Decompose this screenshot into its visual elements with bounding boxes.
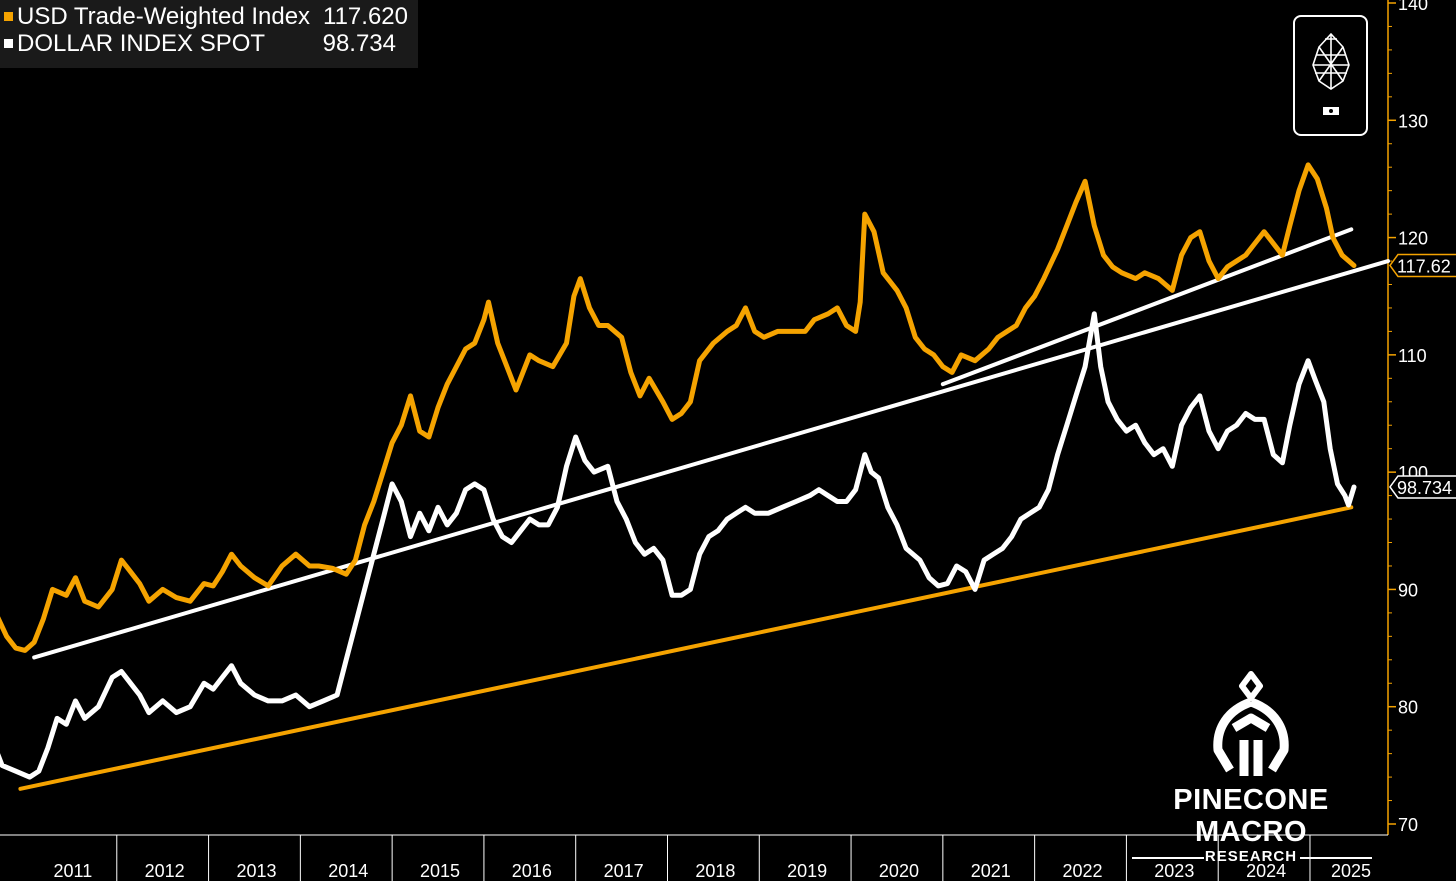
legend-label-usd-trade-weighted: USD Trade-Weighted Index: [17, 3, 311, 30]
legend-entry-usd-trade-weighted: USD Trade-Weighted Index 117.620: [0, 3, 408, 30]
x-tick-label-2014: 2014: [328, 861, 368, 881]
legend-swatch-dollar-index-spot: [4, 39, 13, 48]
series-line-dollar-index-spot: [0, 311, 1357, 780]
trend-line-2: [940, 227, 1354, 387]
legend-swatch-usd-trade-weighted: [4, 12, 13, 21]
legend-entry-dollar-index-spot: DOLLAR INDEX SPOT 98.734: [0, 30, 396, 57]
legend-value-usd-trade-weighted: 117.620: [323, 3, 408, 30]
trend-line-1: [32, 259, 1390, 660]
brand-name: PINECONE MACRO: [1173, 784, 1329, 848]
x-tick-label-2023: 2023: [1154, 861, 1194, 881]
x-tick-label-2017: 2017: [604, 861, 644, 881]
x-tick-label-2022: 2022: [1062, 861, 1102, 881]
x-tick-label-2012: 2012: [145, 861, 185, 881]
x-tick-label-2011: 2011: [54, 861, 93, 881]
y-tick-label-130: 130: [1398, 111, 1428, 131]
series-line-usd-trade-weighted: [0, 162, 1357, 653]
x-tick-label-2020: 2020: [879, 861, 919, 881]
x-tick-label-2025: 2025: [1331, 861, 1371, 881]
x-tick-label-2013: 2013: [236, 861, 276, 881]
last-value-tag-usd-trade-weighted: [1389, 253, 1456, 278]
x-tick-label-2018: 2018: [695, 861, 735, 881]
trend-line-3: [18, 505, 1354, 791]
y-tick-label-110: 110: [1398, 346, 1427, 366]
y-tick-label-90: 90: [1398, 580, 1418, 600]
y-tick-label-120: 120: [1398, 229, 1428, 249]
brand-subtitle: RESEARCH: [1126, 848, 1376, 866]
y-tick-label-80: 80: [1398, 698, 1418, 718]
legend-value-dollar-index-spot: 98.734: [322, 30, 396, 57]
y-tick-label-140: 140: [1398, 0, 1428, 14]
last-value-tag-dollar-index-spot: [1389, 475, 1456, 499]
pinecone-badge-logo: [1293, 15, 1368, 136]
y-tick-label-70: 70: [1398, 815, 1418, 835]
x-tick-label-2015: 2015: [420, 861, 460, 881]
pinecone-macro-logo-icon: [1213, 671, 1289, 776]
brand-watermark: PINECONE MACRO RESEARCH: [1126, 660, 1376, 866]
pinecone-icon: [1312, 32, 1350, 115]
last-value-label-dollar-index-spot: 98.734: [1397, 478, 1452, 498]
x-tick-label-2019: 2019: [787, 861, 827, 881]
x-tick-label-2016: 2016: [512, 861, 552, 881]
last-value-label-usd-trade-weighted: 117.62: [1397, 256, 1451, 276]
x-tick-label-2021: 2021: [971, 861, 1011, 881]
chart-legend: USD Trade-Weighted Index 117.620 DOLLAR …: [0, 0, 418, 68]
legend-label-dollar-index-spot: DOLLAR INDEX SPOT: [17, 30, 266, 57]
x-tick-label-2024: 2024: [1246, 861, 1286, 881]
